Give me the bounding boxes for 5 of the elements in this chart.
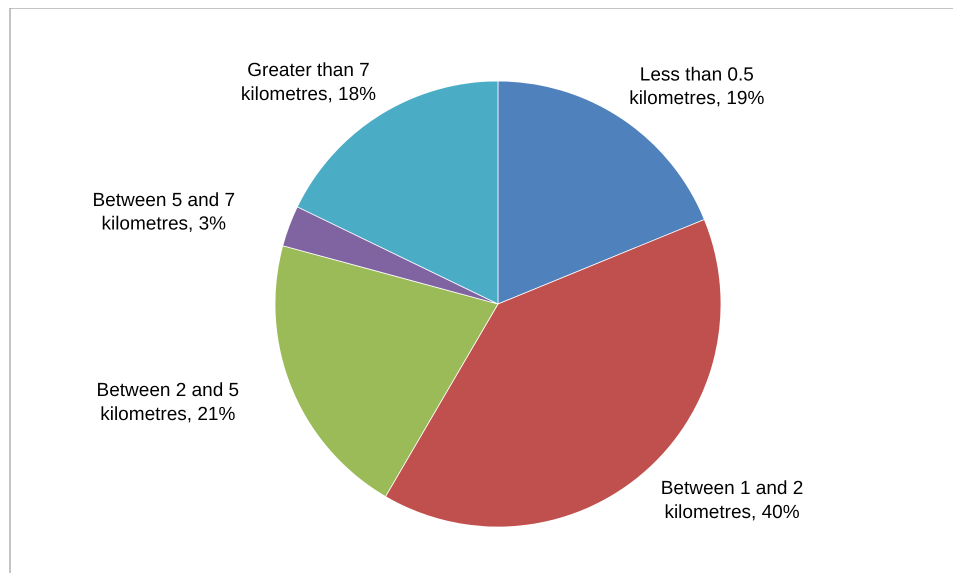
slice-label: Less than 0.5 kilometres, 19%: [629, 64, 764, 110]
slice-label: Greater than 7 kilometres, 18%: [240, 60, 376, 105]
slice-label: Between 2 and 5 kilometres, 21%: [96, 380, 240, 425]
slice-label: Between 1 and 2 kilometres, 40%: [660, 478, 804, 523]
slice-label: Between 5 and 7 kilometres, 3%: [92, 190, 236, 235]
